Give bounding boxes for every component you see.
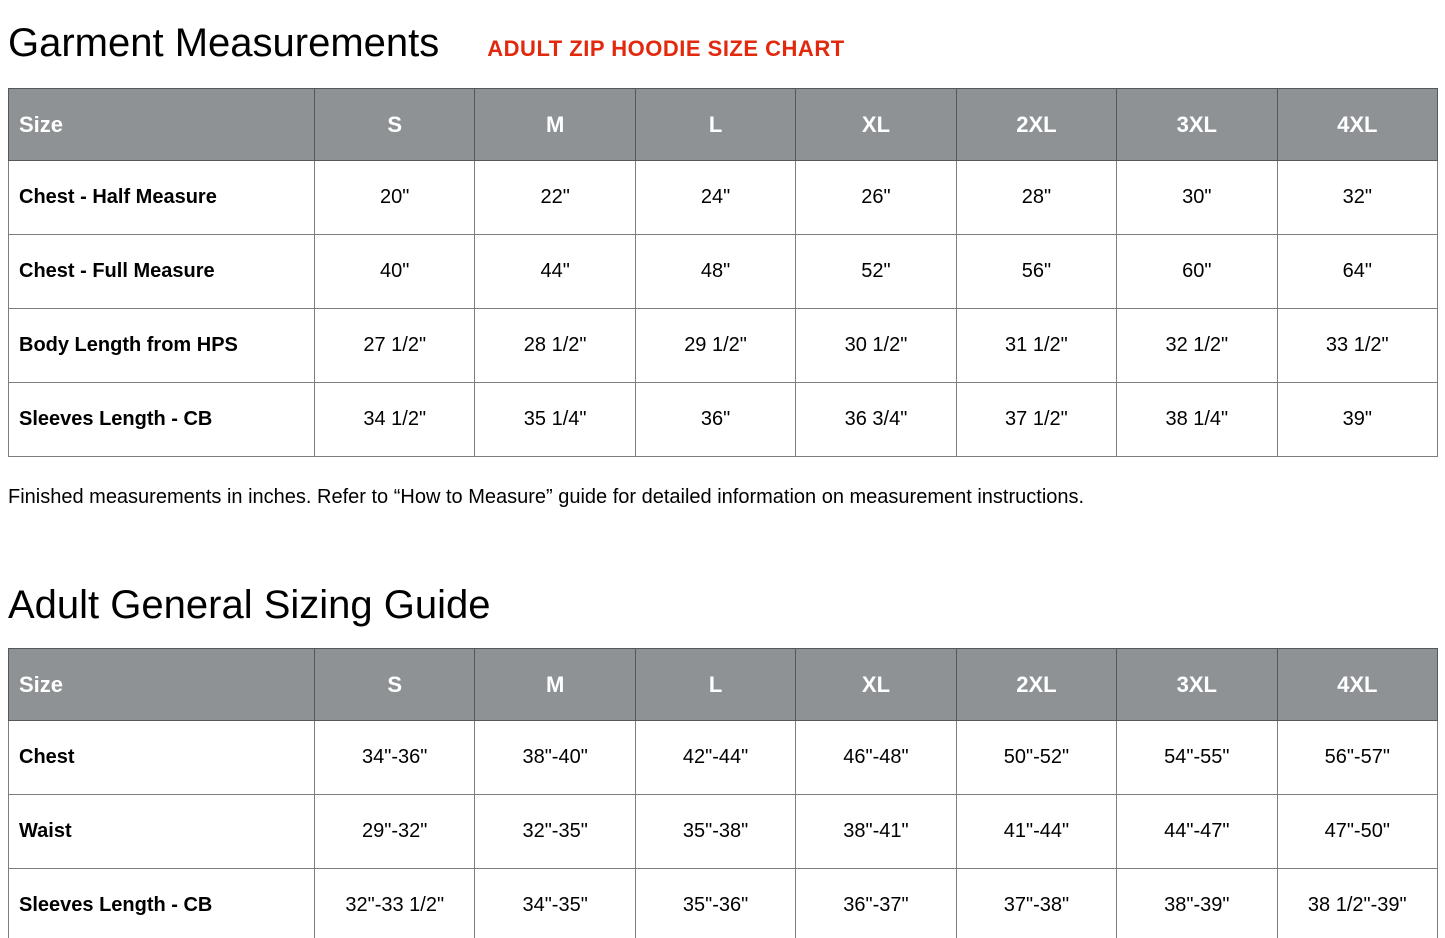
value-cell: 39" [1276,382,1439,457]
row-label: Chest - Half Measure [8,160,315,235]
table-row-waist: Waist 29"-32" 32"-35" 35"-38" 38"-41" 41… [8,794,1439,869]
value-cell: 64" [1276,234,1439,309]
value-cell: 35"-38" [634,794,797,869]
value-cell: 20" [313,160,476,235]
general-sizing-guide-table: Size S M L XL 2XL 3XL 4XL Chest 34"-36" … [8,648,1439,938]
value-cell: 38 1/4" [1116,382,1278,457]
column-header-xl: XL [795,88,957,161]
garment-measurements-table: Size S M L XL 2XL 3XL 4XL Chest - Half M… [8,88,1439,457]
column-header-2xl: 2XL [955,648,1118,721]
value-cell: 56"-57" [1276,720,1439,795]
value-cell: 38 1/2"-39" [1276,868,1439,938]
column-header-xl: XL [795,648,957,721]
value-cell: 32" [1276,160,1439,235]
row-label: Waist [8,794,315,869]
value-cell: 26" [795,160,957,235]
column-header-l: L [634,88,797,161]
value-cell: 47"-50" [1276,794,1439,869]
value-cell: 50"-52" [955,720,1118,795]
table-row-body-length: Body Length from HPS 27 1/2" 28 1/2" 29 … [8,308,1439,383]
column-header-size: Size [8,648,315,721]
chart-type-label: ADULT ZIP HOODIE SIZE CHART [487,36,845,61]
column-header-m: M [474,88,636,161]
column-header-3xl: 3XL [1116,88,1278,161]
row-label: Chest [8,720,315,795]
value-cell: 37 1/2" [955,382,1118,457]
value-cell: 32 1/2" [1116,308,1278,383]
value-cell: 27 1/2" [313,308,476,383]
value-cell: 34 1/2" [313,382,476,457]
value-cell: 30 1/2" [795,308,957,383]
column-header-4xl: 4XL [1276,648,1439,721]
value-cell: 29"-32" [313,794,476,869]
value-cell: 36" [634,382,797,457]
value-cell: 41"-44" [955,794,1118,869]
column-header-l: L [634,648,797,721]
column-header-3xl: 3XL [1116,648,1278,721]
page-title: Garment Measurements [8,21,440,65]
row-label: Sleeves Length - CB [8,382,315,457]
value-cell: 52" [795,234,957,309]
page-header: Garment Measurements ADULT ZIP HOODIE SI… [8,0,1438,66]
column-header-s: S [313,648,476,721]
value-cell: 44"-47" [1116,794,1278,869]
table-row-chest-full: Chest - Full Measure 40" 44" 48" 52" 56"… [8,234,1439,309]
value-cell: 38"-41" [795,794,957,869]
value-cell: 37"-38" [955,868,1118,938]
column-header-s: S [313,88,476,161]
value-cell: 28" [955,160,1118,235]
value-cell: 42"-44" [634,720,797,795]
value-cell: 24" [634,160,797,235]
column-header-4xl: 4XL [1276,88,1439,161]
value-cell: 36 3/4" [795,382,957,457]
value-cell: 38"-39" [1116,868,1278,938]
table-header-row: Size S M L XL 2XL 3XL 4XL [8,648,1439,721]
column-header-size: Size [8,88,315,161]
value-cell: 31 1/2" [955,308,1118,383]
value-cell: 22" [474,160,636,235]
value-cell: 35 1/4" [474,382,636,457]
value-cell: 30" [1116,160,1278,235]
value-cell: 48" [634,234,797,309]
value-cell: 54"-55" [1116,720,1278,795]
value-cell: 60" [1116,234,1278,309]
value-cell: 44" [474,234,636,309]
value-cell: 34"-36" [313,720,476,795]
table-row-sleeves-length: Sleeves Length - CB 34 1/2" 35 1/4" 36" … [8,382,1439,457]
row-label: Sleeves Length - CB [8,868,315,938]
value-cell: 35"-36" [634,868,797,938]
value-cell: 38"-40" [474,720,636,795]
value-cell: 33 1/2" [1276,308,1439,383]
row-label: Chest - Full Measure [8,234,315,309]
table-row-sleeves-length: Sleeves Length - CB 32"-33 1/2" 34"-35" … [8,868,1439,938]
table-row-chest-half: Chest - Half Measure 20" 22" 24" 26" 28"… [8,160,1439,235]
column-header-m: M [474,648,636,721]
value-cell: 28 1/2" [474,308,636,383]
value-cell: 56" [955,234,1118,309]
row-label: Body Length from HPS [8,308,315,383]
table-header-row: Size S M L XL 2XL 3XL 4XL [8,88,1439,161]
value-cell: 32"-35" [474,794,636,869]
table-row-chest: Chest 34"-36" 38"-40" 42"-44" 46"-48" 50… [8,720,1439,795]
value-cell: 34"-35" [474,868,636,938]
value-cell: 29 1/2" [634,308,797,383]
value-cell: 32"-33 1/2" [313,868,476,938]
value-cell: 46"-48" [795,720,957,795]
measurement-note: Finished measurements in inches. Refer t… [8,486,1085,508]
column-header-2xl: 2XL [955,88,1118,161]
value-cell: 40" [313,234,476,309]
section-title: Adult General Sizing Guide [8,583,491,627]
value-cell: 36"-37" [795,868,957,938]
